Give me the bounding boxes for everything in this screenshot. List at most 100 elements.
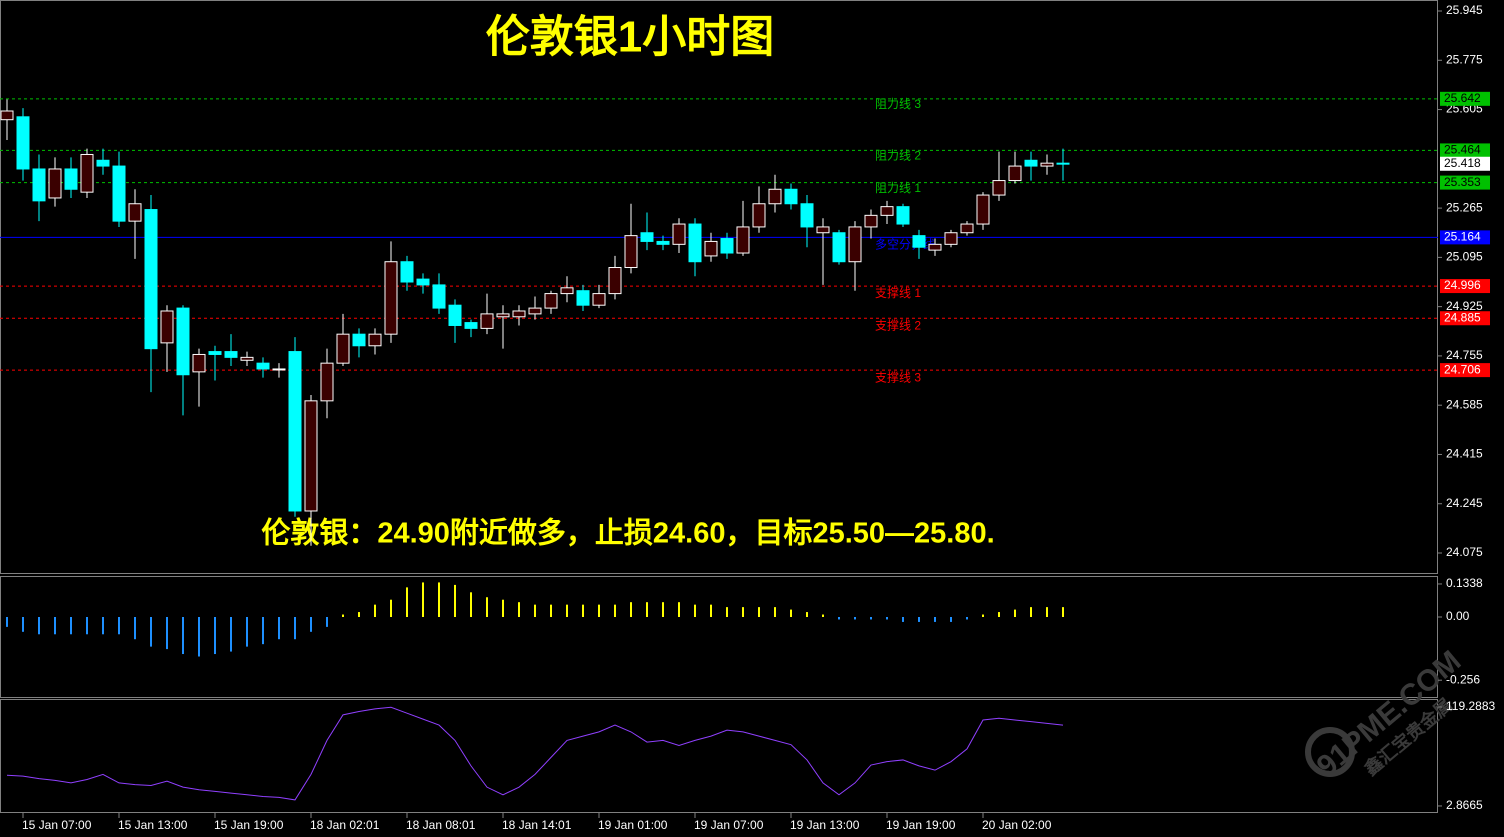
candle-body	[304, 400, 318, 512]
candle-body	[96, 159, 110, 167]
current-price: 25.418	[1444, 156, 1481, 170]
candle-body	[1008, 165, 1022, 182]
candle-body	[800, 203, 814, 228]
x-tick-label: 19 Jan 19:00	[886, 818, 956, 832]
candle-body	[368, 333, 382, 347]
candle-body	[128, 203, 142, 222]
candle-body	[688, 223, 702, 263]
level-price-box	[1440, 143, 1490, 158]
level-price-box	[1440, 91, 1490, 106]
x-tick-label: 15 Jan 19:00	[214, 818, 284, 832]
candle-body	[384, 261, 398, 335]
candle-body	[928, 243, 942, 251]
candle-body	[736, 226, 750, 254]
candle-body	[704, 240, 718, 257]
watermark-logo	[1305, 727, 1355, 777]
level-label: 支撑线 1	[875, 285, 921, 300]
x-tick-label: 20 Jan 02:00	[982, 818, 1052, 832]
candle-body	[528, 307, 542, 315]
y-tick-label: -0.256	[1446, 672, 1480, 686]
candle-body	[176, 307, 190, 376]
candle-body	[992, 180, 1006, 196]
level-price-box	[1440, 230, 1490, 245]
x-tick-label: 15 Jan 13:00	[118, 818, 188, 832]
level-price-box	[1440, 311, 1490, 326]
x-tick-label: 15 Jan 07:00	[22, 818, 92, 832]
x-tick-label: 19 Jan 13:00	[790, 818, 860, 832]
y-tick-label: 25.265	[1446, 200, 1483, 214]
x-tick-label: 18 Jan 08:01	[406, 818, 476, 832]
candle-body	[160, 310, 174, 344]
candle-body	[672, 223, 686, 245]
candle-body	[560, 287, 574, 295]
candle-body	[576, 290, 590, 306]
candle-body	[848, 226, 862, 263]
candle-body	[0, 110, 14, 121]
candle-body	[192, 353, 206, 373]
candle-body	[864, 214, 878, 228]
candle-body	[720, 238, 734, 254]
candle-body	[272, 368, 286, 371]
candle-body	[320, 362, 334, 402]
current-price-box	[1440, 156, 1490, 171]
level-label: 支撑线 2	[875, 317, 921, 332]
candle-body	[480, 313, 494, 329]
candle-body	[16, 116, 30, 170]
candle-body	[768, 188, 782, 205]
candle-body	[144, 209, 158, 350]
x-tick-label: 19 Jan 07:00	[694, 818, 764, 832]
y-tick-label: 24.925	[1446, 299, 1483, 313]
candle-body	[976, 194, 990, 225]
x-tick-label: 18 Jan 14:01	[502, 818, 572, 832]
panel-frames	[0, 0, 1438, 813]
candle-body	[896, 206, 910, 225]
candle-body	[240, 356, 254, 361]
candle-body	[80, 153, 94, 193]
level-label: 阻力线 1	[875, 181, 921, 195]
candle-body	[400, 261, 414, 283]
y-tick-label: 24.755	[1446, 348, 1483, 362]
y-tick-label: 25.945	[1446, 3, 1483, 17]
candle-body	[64, 168, 78, 190]
level-price: 25.164	[1444, 230, 1481, 244]
y-tick-label: 25.095	[1446, 250, 1483, 264]
x-tick-label: 19 Jan 01:00	[598, 818, 668, 832]
candle-body	[48, 168, 62, 199]
candle-body	[624, 235, 638, 269]
y-tick-label: 119.2883	[1446, 699, 1495, 713]
level-price: 24.706	[1444, 362, 1481, 376]
candle-body	[592, 293, 606, 306]
level-price-box	[1440, 363, 1490, 378]
candle-body	[496, 313, 510, 318]
oscillator-line	[6, 706, 1064, 801]
level-price-box	[1440, 175, 1490, 190]
candle-body	[32, 168, 46, 202]
candle-body	[224, 351, 238, 358]
candle-body	[256, 362, 270, 370]
level-price: 24.996	[1444, 278, 1481, 292]
candle-body	[656, 240, 670, 245]
level-label: 阻力线 2	[875, 149, 921, 163]
candle-body	[544, 293, 558, 309]
level-price-box	[1440, 279, 1490, 294]
candle-body	[880, 206, 894, 216]
level-label: 阻力线 3	[875, 97, 921, 111]
y-tick-label: 24.585	[1446, 397, 1483, 411]
level-label: 支撑线 3	[875, 369, 921, 384]
candle-body	[432, 284, 446, 309]
candle-body	[448, 304, 462, 326]
candle-body	[752, 203, 766, 228]
candle-body	[1056, 162, 1070, 165]
candle-body	[416, 278, 430, 286]
candle-body	[608, 267, 622, 295]
y-tick-label: 0.00	[1446, 609, 1470, 623]
candle-body	[912, 235, 926, 248]
candle-body	[944, 232, 958, 245]
level-price: 25.642	[1444, 91, 1481, 105]
candle-body	[1040, 162, 1054, 167]
level-price: 24.885	[1444, 310, 1481, 324]
y-tick-label: 24.075	[1446, 545, 1483, 559]
candle-body	[784, 188, 798, 205]
